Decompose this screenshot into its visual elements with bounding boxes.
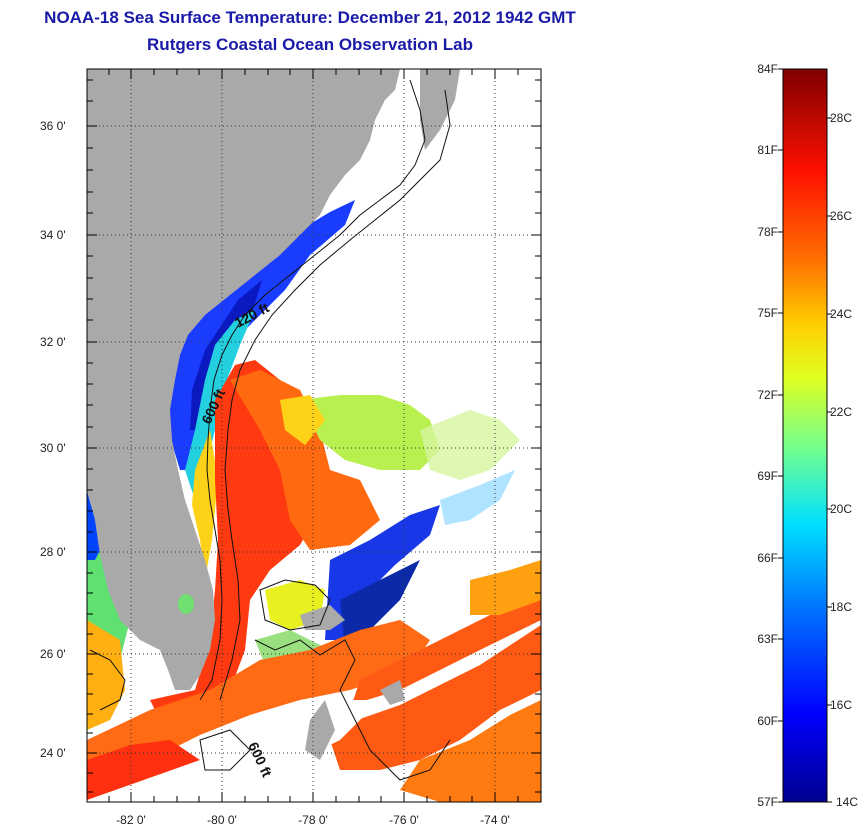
- map-border: [86, 68, 542, 803]
- colorbar-c-label: 18C: [830, 600, 852, 614]
- lon-label: -78 0': [298, 813, 328, 827]
- colorbar-f-label: 72F: [757, 388, 778, 402]
- lon-label: -76 0': [389, 813, 419, 827]
- lat-label: 28 0': [40, 545, 66, 559]
- map-title: NOAA-18 Sea Surface Temperature: Decembe…: [44, 8, 576, 27]
- colorbar-f-label: 75F: [757, 306, 778, 320]
- colorbar-f-label: 57F: [757, 795, 778, 809]
- lat-label: 24 0': [40, 746, 66, 760]
- colorbar-f-label: 60F: [757, 714, 778, 728]
- colorbar-f-label: 69F: [757, 469, 778, 483]
- map-subtitle: Rutgers Coastal Ocean Observation Lab: [147, 35, 473, 54]
- colorbar-ticks: [778, 68, 832, 803]
- colorbar-f-label: 78F: [757, 225, 778, 239]
- colorbar-c-label: 20C: [830, 502, 852, 516]
- lon-label: -80 0': [207, 813, 237, 827]
- sst-data-layer: [87, 200, 541, 802]
- colorbar-c-label: 22C: [830, 405, 852, 419]
- colorbar-fahrenheit-labels: 84F 81F 78F 75F 72F 69F 66F 63F 60F 57F: [757, 62, 778, 809]
- lon-label: -74 0': [480, 813, 510, 827]
- colorbar-f-label: 66F: [757, 551, 778, 565]
- colorbar-f-label: 63F: [757, 632, 778, 646]
- colorbar-c-label: 16C: [830, 698, 852, 712]
- lat-label: 30 0': [40, 441, 66, 455]
- bathymetry-contours: [89, 79, 451, 781]
- longitude-labels: -82 0' -80 0' -78 0' -76 0' -74 0': [116, 813, 510, 827]
- colorbar-c-label: 28C: [830, 111, 852, 125]
- colorbar-c-label: 24C: [830, 307, 852, 321]
- map-tick-marks: [87, 69, 541, 802]
- colorbar-celsius-labels: 28C 26C 24C 22C 20C 18C 16C 14C: [830, 111, 858, 809]
- lon-label: -82 0': [116, 813, 146, 827]
- lat-label: 34 0': [40, 228, 66, 242]
- latitude-labels: 36 0' 34 0' 32 0' 30 0' 28 0' 26 0' 24 0…: [40, 119, 66, 760]
- lat-label: 32 0': [40, 335, 66, 349]
- lat-label: 36 0': [40, 119, 66, 133]
- colorbar-c-label: 26C: [830, 209, 852, 223]
- colorbar-f-label: 81F: [757, 143, 778, 157]
- temperature-colorbar: [782, 68, 828, 803]
- colorbar-f-label: 84F: [757, 62, 778, 76]
- lat-label: 26 0': [40, 647, 66, 661]
- colorbar-c-label: 14C: [836, 795, 858, 809]
